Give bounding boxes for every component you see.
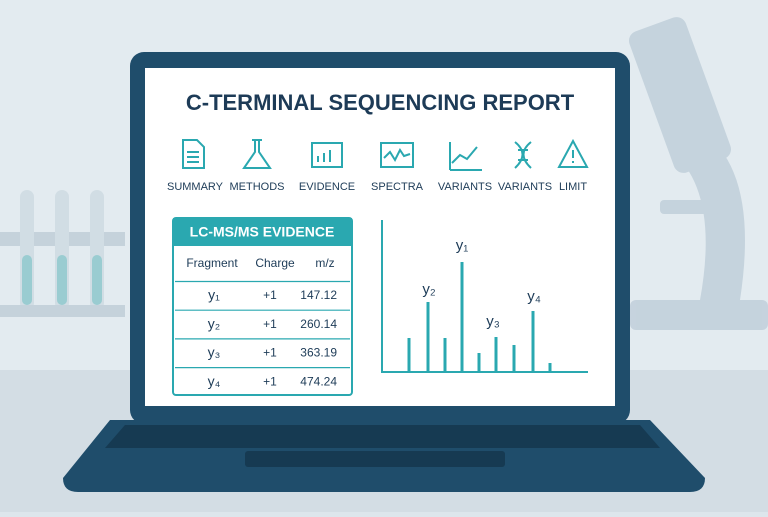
trackpad bbox=[245, 451, 505, 467]
nav-label: SUMMARY bbox=[167, 181, 224, 193]
column-header: m/z bbox=[315, 256, 334, 270]
table-cell: y₁ bbox=[208, 287, 220, 303]
nav-label: SPECTRA bbox=[371, 181, 424, 193]
nav-label: LIMIT bbox=[559, 181, 587, 193]
nav-label: VARIANTS bbox=[498, 181, 552, 193]
nav-icons bbox=[182, 138, 589, 171]
table-cell: y₂ bbox=[208, 315, 220, 331]
table-cell: 474.24 bbox=[300, 374, 337, 388]
table-cell: +1 bbox=[263, 288, 277, 302]
peak-label: y₂ bbox=[422, 281, 436, 298]
table-cell: 147.12 bbox=[300, 288, 337, 302]
table-cell: y₃ bbox=[208, 344, 221, 360]
table-cell: +1 bbox=[263, 317, 277, 331]
test-tubes bbox=[0, 190, 125, 317]
peak-label: y₃ bbox=[486, 313, 500, 330]
column-header: Charge bbox=[255, 256, 295, 270]
spectrum bbox=[381, 220, 588, 373]
report-title: C-TERMINAL SEQUENCING REPORT bbox=[186, 90, 575, 115]
table-cell: +1 bbox=[263, 374, 277, 388]
microscope bbox=[628, 17, 768, 330]
nav-label: EVIDENCE bbox=[299, 181, 355, 193]
table-cell: y₄ bbox=[208, 373, 221, 389]
peak-label: y₄ bbox=[527, 288, 541, 305]
table-cell: 260.14 bbox=[300, 317, 337, 331]
keyboard bbox=[105, 425, 660, 448]
peak-label: y₁ bbox=[456, 237, 469, 254]
table-title: LC-MS/MS EVIDENCE bbox=[190, 224, 335, 240]
nav-label: METHODS bbox=[230, 181, 285, 193]
column-header: Fragment bbox=[186, 256, 238, 270]
table-header-bar bbox=[173, 218, 352, 246]
table-cell: +1 bbox=[263, 346, 277, 360]
table-cell: 363.19 bbox=[300, 346, 337, 360]
nav-label: VARIANTS bbox=[438, 181, 492, 193]
